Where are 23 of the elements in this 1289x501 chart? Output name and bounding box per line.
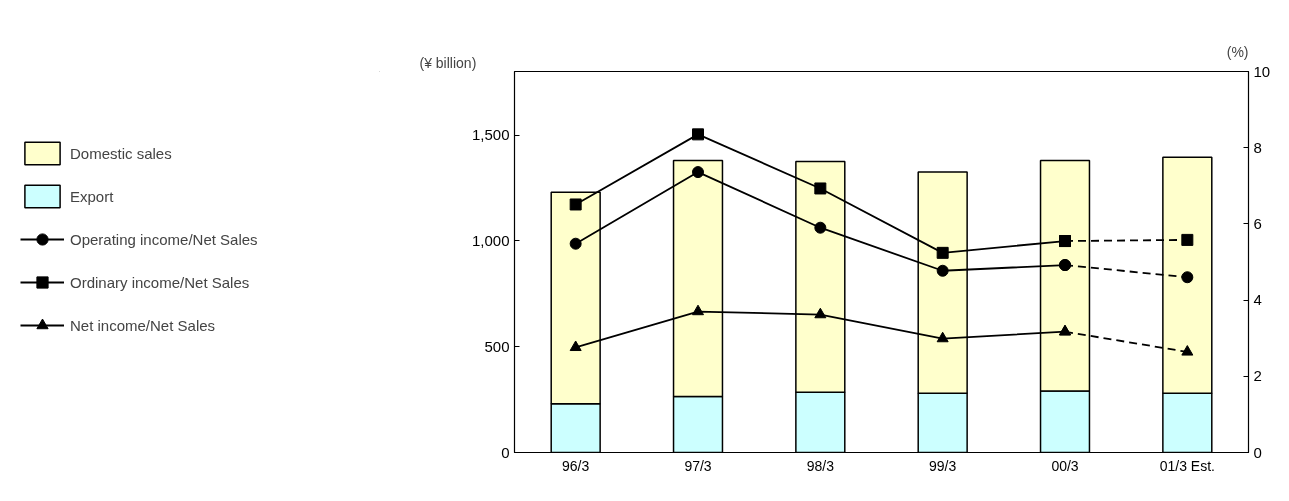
y-tick-label: 0 xyxy=(501,443,510,461)
x-tick-label: 99/3 xyxy=(929,457,957,474)
legend-label: Operating income/Net Sales xyxy=(70,230,258,248)
legend-label: Ordinary income/Net Sales xyxy=(70,273,250,291)
y2-tick-label: 0 xyxy=(1253,443,1262,461)
y-tick-label: 1,000 xyxy=(471,231,510,249)
x-tick-label: 01/3 Est. xyxy=(1159,457,1215,474)
x-tick-label: 00/3 xyxy=(1051,457,1079,474)
legend-label: Net income/Net Sales xyxy=(70,316,216,334)
y2-axis-title: (%) xyxy=(1226,43,1249,60)
y2-tick-label: 10 xyxy=(1253,62,1271,80)
y2-tick-label: 8 xyxy=(1253,138,1262,156)
y-axis-title: (¥ billion) xyxy=(419,54,477,71)
y-tick-label: 1,500 xyxy=(471,126,510,143)
legend-label: Export xyxy=(70,187,114,205)
x-tick-label: 98/3 xyxy=(806,457,835,474)
x-tick-label: 97/3 xyxy=(684,457,712,474)
y-tick-label: 500 xyxy=(484,337,510,355)
y2-tick-label: 4 xyxy=(1253,291,1262,309)
y2-tick-label: 2 xyxy=(1253,367,1262,385)
x-tick-label: 96/3 xyxy=(562,457,590,474)
legend-label: Domestic sales xyxy=(70,144,172,162)
y2-tick-label: 6 xyxy=(1253,214,1262,232)
